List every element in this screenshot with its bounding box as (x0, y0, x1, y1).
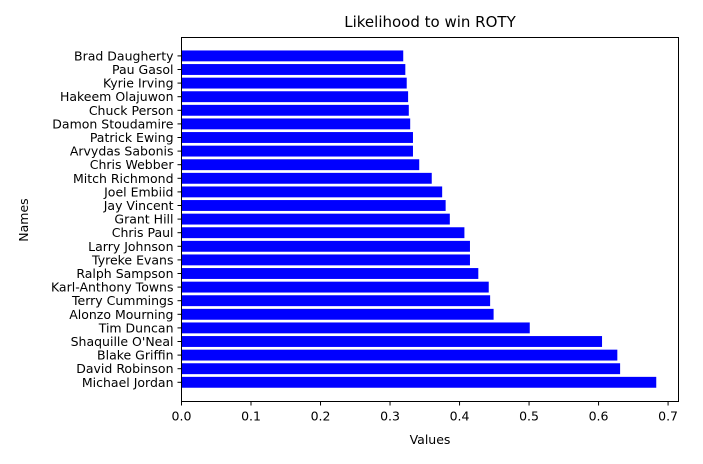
bar (181, 186, 443, 198)
bar (181, 308, 494, 320)
x-tick-label: 0.3 (380, 409, 400, 424)
y-tick-label: Terry Cummings (71, 293, 173, 308)
bar (181, 200, 446, 211)
y-tick-label: Larry Johnson (88, 239, 173, 254)
bar (181, 363, 621, 375)
y-tick-label: David Robinson (76, 361, 173, 376)
y-tick-label: Jay Vincent (103, 198, 174, 213)
bar (181, 376, 657, 388)
bar (181, 349, 618, 361)
y-tick-label: Damon Stoudamire (52, 116, 174, 131)
bar (181, 213, 450, 225)
bar (181, 227, 465, 239)
x-tick-label: 0.1 (241, 409, 261, 424)
y-tick-label: Kyrie Irving (103, 76, 174, 91)
plot-frame (181, 37, 679, 402)
bar (181, 254, 470, 266)
y-axis-label: Names (16, 198, 31, 241)
y-tick-label: Michael Jordan (82, 375, 174, 390)
bar (181, 240, 470, 252)
chart-title: Likelihood to win ROTY (344, 13, 516, 31)
bar (181, 91, 409, 103)
x-axis-ticks: 0.0 0.1 0.2 0.3 0.4 0.5 0.6 0.7 (172, 401, 678, 424)
bar (181, 268, 479, 279)
y-tick-label: Mitch Richmond (73, 171, 174, 186)
y-tick-label: Arvydas Sabonis (70, 144, 174, 159)
bar (181, 50, 404, 62)
y-tick-label: Grant Hill (114, 212, 173, 227)
x-tick-label: 0.0 (172, 409, 192, 424)
x-axis-label: Values (410, 432, 451, 447)
y-tick-label: Shaquille O'Neal (71, 334, 174, 349)
y-tick-label: Brad Daugherty (74, 48, 174, 63)
bar (181, 336, 603, 347)
y-tick-label: Chuck Person (89, 103, 174, 118)
y-tick-label: Hakeem Olajuwon (60, 89, 174, 104)
x-tick-label: 0.6 (589, 409, 609, 424)
x-tick-label: 0.7 (658, 409, 678, 424)
y-tick-label: Patrick Ewing (90, 130, 174, 145)
y-tick-label: Ralph Sampson (76, 266, 173, 281)
y-tick-label: Tim Duncan (98, 320, 174, 335)
x-tick-label: 0.4 (450, 409, 470, 424)
bar (181, 172, 432, 184)
y-tick-label: Chris Paul (112, 225, 174, 240)
bar (181, 77, 407, 89)
x-tick-label: 0.5 (519, 409, 539, 424)
x-tick-label: 0.2 (311, 409, 331, 424)
y-tick-label: Pau Gasol (112, 62, 174, 77)
bar (181, 295, 491, 307)
bar (181, 159, 420, 171)
y-tick-label: Joel Embiid (103, 184, 173, 199)
bar (181, 64, 406, 75)
y-tick-label: Tyreke Evans (91, 252, 174, 267)
y-tick-label: Alonzo Mourning (69, 307, 173, 322)
bar (181, 118, 411, 130)
bar (181, 281, 489, 293)
y-tick-label: Chris Webber (90, 157, 175, 172)
bar (181, 145, 413, 157)
bars-group (181, 50, 657, 388)
bar (181, 104, 409, 116)
bar (181, 322, 530, 334)
y-tick-label: Blake Griffin (97, 348, 173, 363)
y-tick-label: Karl-Anthony Towns (51, 280, 174, 295)
bar (181, 132, 413, 143)
